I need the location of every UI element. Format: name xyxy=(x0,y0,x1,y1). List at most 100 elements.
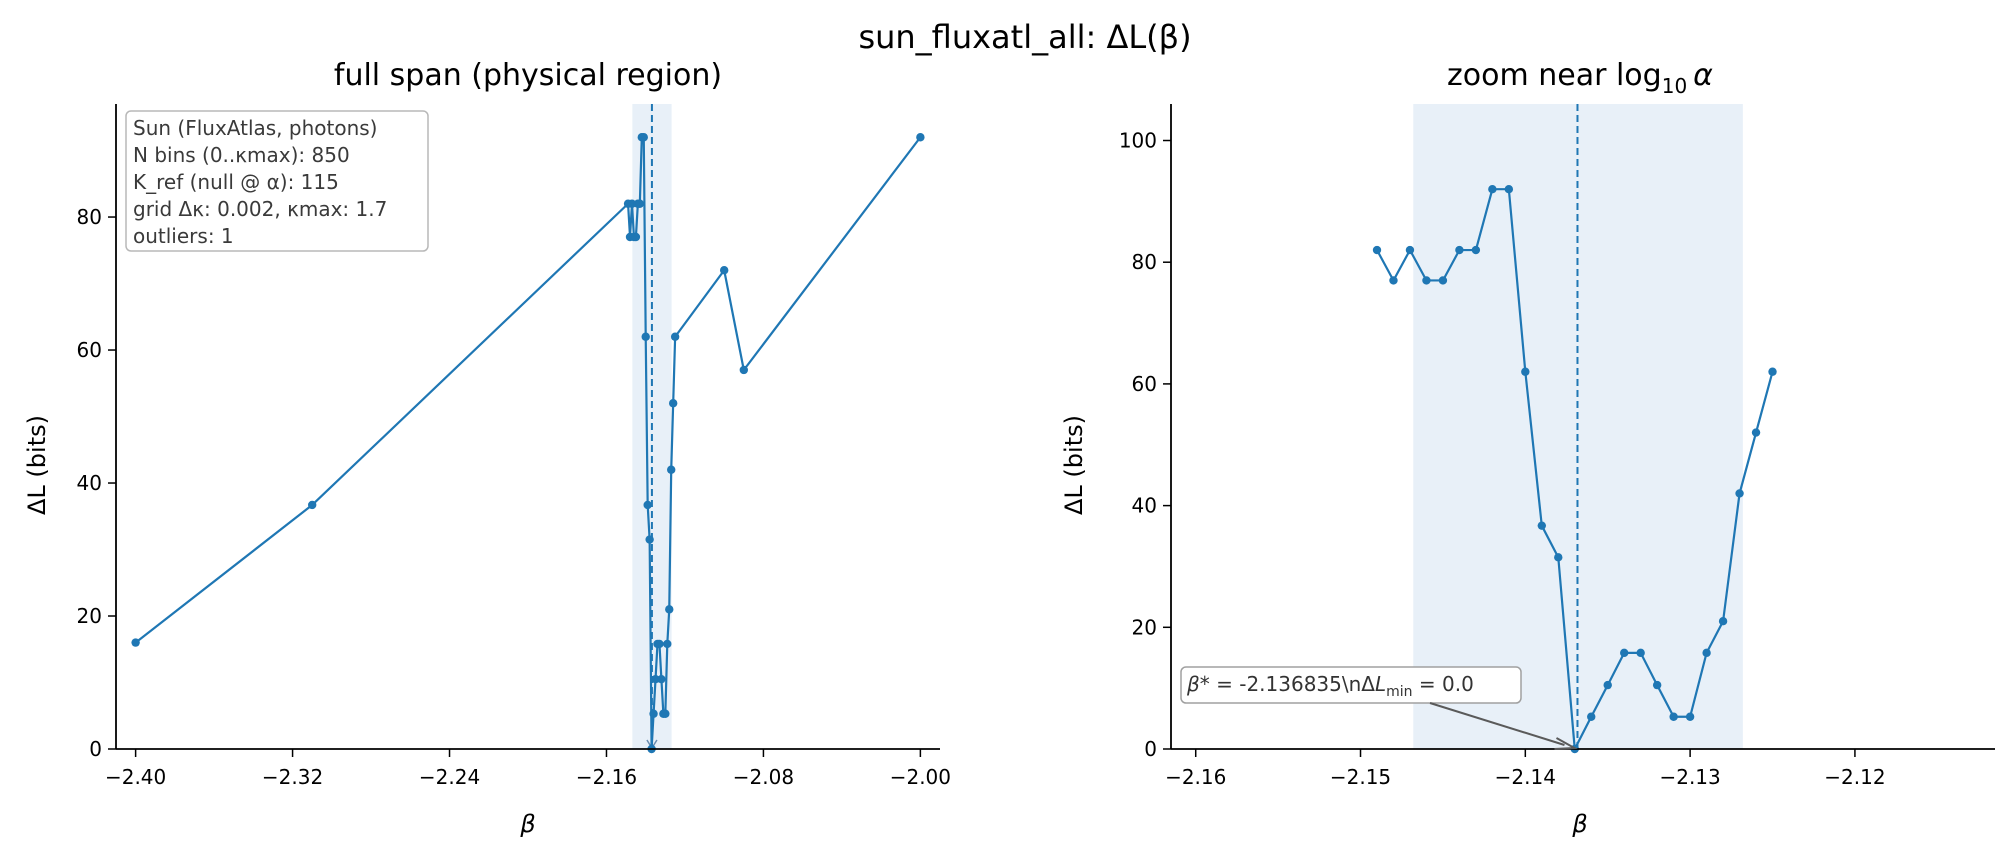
axes xyxy=(1170,104,1995,750)
data-point xyxy=(1422,276,1431,285)
data-point xyxy=(627,199,637,208)
annotation-l-sub: min xyxy=(1386,684,1412,700)
y-tick-label: 40 xyxy=(77,471,102,495)
data-point xyxy=(1768,367,1777,376)
data-point xyxy=(1488,184,1497,194)
data-point xyxy=(1751,428,1761,437)
info-line: K_ref (null @ α): 115 xyxy=(133,170,339,194)
data-point xyxy=(1389,276,1398,285)
y-axis-label: ΔL (bits) xyxy=(23,415,51,515)
data-point xyxy=(1587,712,1596,721)
data-point xyxy=(631,232,641,242)
y-tick-label: 60 xyxy=(77,338,102,362)
data-point xyxy=(1438,276,1448,285)
data-point xyxy=(643,500,652,510)
data-point xyxy=(668,399,678,408)
panel-title-prefix: zoom near log xyxy=(1447,58,1662,93)
x-tick-label: −2.13 xyxy=(1659,765,1720,789)
data-point xyxy=(1685,712,1695,721)
data-point xyxy=(661,709,670,718)
x-tick-label: −2.14 xyxy=(1495,765,1556,789)
y-ticks: 0 20 40 60 80 xyxy=(77,205,116,761)
data-point xyxy=(657,674,666,684)
x-axis-label: β xyxy=(1571,810,1587,838)
data-point xyxy=(667,465,676,474)
x-tick-label: −2.00 xyxy=(890,765,951,789)
data-point xyxy=(645,535,654,544)
x-tick-label: −2.15 xyxy=(1330,765,1391,789)
y-tick-label: 0 xyxy=(89,737,102,761)
panel-full-span: −2.40 −2.32 −2.24 −2.16 −2.08 −2.00 0 20 40 60 80… xyxy=(23,58,951,838)
data-point xyxy=(651,674,660,684)
panel-zoom: −2.16 −2.15 −2.14 −2.13 −2.12 0 20 40 60 80 100 z… xyxy=(1060,58,1995,838)
x-tick-label: −2.12 xyxy=(1824,765,1885,789)
data-point xyxy=(1620,648,1629,658)
info-line: grid Δκ: 0.002, κmax: 1.7 xyxy=(133,197,387,221)
x-ticks: −2.40 −2.32 −2.24 −2.16 −2.08 −2.00 xyxy=(105,749,951,789)
annotation-arrow xyxy=(1429,702,1565,746)
x-tick-label: −2.32 xyxy=(262,765,323,789)
data-point xyxy=(1702,648,1711,658)
data-point xyxy=(649,709,658,718)
data-point xyxy=(639,133,648,142)
data-point xyxy=(307,500,317,510)
annotation-l: L xyxy=(1375,672,1386,696)
info-line: N bins (0..κmax): 850 xyxy=(133,143,350,167)
panel-title-subscript: 10 xyxy=(1662,74,1687,98)
data-point xyxy=(1669,712,1678,721)
info-line: outliers: 1 xyxy=(133,224,234,248)
x-tick-label: −2.16 xyxy=(1165,765,1226,789)
y-tick-label: 20 xyxy=(1132,615,1157,639)
data-point xyxy=(1718,617,1728,626)
min-annotation: β* = -2.136835\nΔLmin = 0.0 xyxy=(1180,666,1579,750)
data-point xyxy=(665,605,674,614)
x-ticks: −2.16 −2.15 −2.14 −2.13 −2.12 xyxy=(1165,749,1886,789)
data-point xyxy=(1504,184,1514,194)
y-tick-label: 60 xyxy=(1132,372,1157,396)
y-axis-label: ΔL (bits) xyxy=(1060,415,1088,515)
data-point xyxy=(670,332,680,341)
y-tick-label: 80 xyxy=(77,205,102,229)
x-tick-label: −2.24 xyxy=(419,765,480,789)
x-tick-label: −2.08 xyxy=(733,765,794,789)
data-point xyxy=(1455,245,1464,255)
y-tick-label: 40 xyxy=(1132,494,1157,518)
data-point xyxy=(1735,489,1744,498)
axes xyxy=(115,104,940,750)
data-point xyxy=(1521,367,1530,376)
x-tick-label: −2.40 xyxy=(105,765,166,789)
data-point xyxy=(131,638,140,647)
data-point xyxy=(739,365,749,375)
x-tick-label: −2.16 xyxy=(576,765,637,789)
y-tick-label: 80 xyxy=(1132,250,1157,274)
series-line xyxy=(134,136,922,751)
panel-title: full span (physical region) xyxy=(334,58,722,93)
data-point xyxy=(1652,680,1662,690)
data-point xyxy=(1537,521,1547,530)
data-point xyxy=(1603,680,1612,690)
data-point xyxy=(1405,245,1415,255)
series-delta-l xyxy=(131,133,925,754)
info-box: Sun (FluxAtlas, photons) N bins (0..κmax… xyxy=(125,110,429,252)
y-tick-label: 20 xyxy=(77,604,102,628)
data-point xyxy=(1372,245,1382,255)
annotation-beta-value: = -2.136835\nΔ xyxy=(1210,672,1376,696)
y-ticks: 0 20 40 60 80 100 xyxy=(1119,129,1171,761)
info-line: Sun (FluxAtlas, photons) xyxy=(133,116,377,140)
data-point xyxy=(655,639,664,649)
figure-suptitle: sun_fluxatl_all: ΔL(β) xyxy=(858,18,1191,56)
data-point xyxy=(1554,553,1563,562)
data-point xyxy=(663,639,672,649)
annotation-arrow-head xyxy=(1554,737,1579,750)
data-point xyxy=(1471,245,1481,255)
annotation-beta: β* xyxy=(1186,672,1210,696)
data-point xyxy=(641,332,650,341)
y-tick-label: 0 xyxy=(1144,737,1157,761)
panel-title: zoom near log10 α xyxy=(1447,58,1713,98)
data-point xyxy=(1636,648,1645,658)
data-point xyxy=(635,199,645,208)
annotation-value: = 0.0 xyxy=(1413,672,1474,696)
y-tick-label: 100 xyxy=(1119,129,1157,153)
x-axis-label: β xyxy=(519,810,535,838)
